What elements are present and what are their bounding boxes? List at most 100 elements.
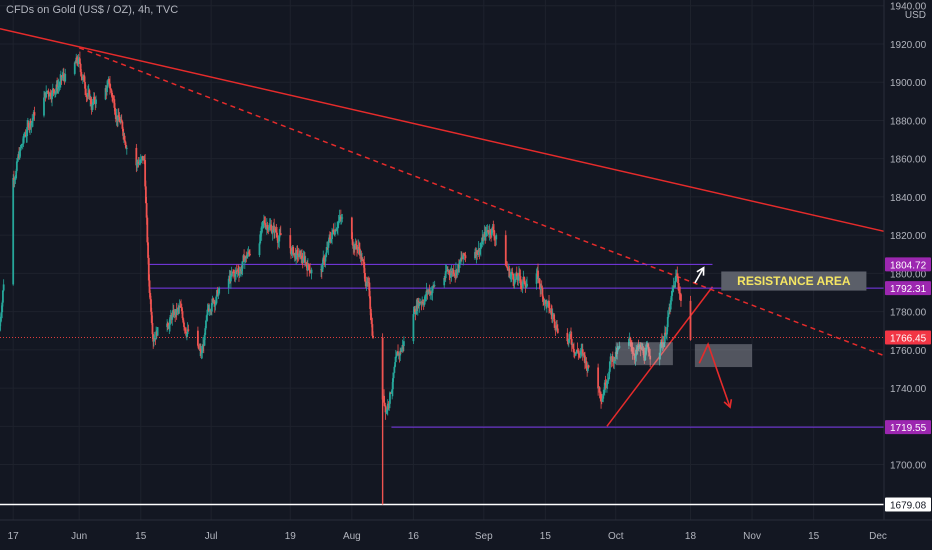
candle-body	[57, 86, 59, 89]
candle-body	[459, 259, 462, 262]
candle-body	[545, 304, 548, 307]
candle-body	[397, 351, 399, 356]
x-tick-label: 15	[808, 531, 820, 542]
candle-body	[372, 335, 374, 338]
candle-body	[53, 89, 56, 94]
candle-body	[83, 75, 86, 83]
candle-body	[480, 244, 483, 247]
candle-body	[519, 276, 522, 283]
candle-body	[542, 296, 545, 299]
candle-body	[147, 242, 149, 258]
zone-box	[694, 344, 753, 368]
candle-body	[64, 73, 67, 82]
candle-body	[210, 303, 213, 312]
candle-body	[365, 281, 368, 287]
candle-body	[215, 296, 218, 304]
x-tick-label: Jul	[205, 531, 218, 542]
candle-body	[84, 88, 87, 95]
x-tick-label: 19	[285, 531, 297, 542]
candle-body	[647, 344, 649, 347]
candle-body	[328, 237, 331, 239]
candle-body	[330, 238, 333, 242]
candle-body	[479, 246, 482, 250]
candle-body	[30, 122, 33, 126]
candle-body	[424, 295, 427, 302]
candle-body	[216, 290, 219, 296]
candle-body	[515, 273, 518, 277]
candle-body	[678, 290, 681, 294]
candle-body	[184, 328, 187, 332]
candle-body	[584, 355, 586, 364]
candle-body	[428, 289, 431, 294]
candle-body	[513, 280, 516, 285]
candle-body	[206, 309, 209, 316]
candle-body	[647, 346, 650, 353]
candle-body	[427, 291, 429, 293]
candle-body	[490, 228, 493, 236]
candle-body	[412, 314, 415, 342]
candle-body	[337, 222, 339, 229]
candle-body	[556, 325, 558, 329]
candle-body	[550, 310, 553, 313]
candle-body	[338, 217, 341, 221]
candle-body	[644, 350, 647, 356]
candle-body	[0, 322, 1, 331]
candle-body	[389, 392, 391, 404]
candle-body	[445, 270, 448, 272]
candle-body	[290, 251, 293, 255]
candle-body	[16, 159, 19, 162]
price-tag-text: 1719.55	[890, 423, 927, 434]
candle-body	[391, 389, 394, 393]
candle-body	[150, 311, 153, 323]
candle-body	[80, 72, 83, 77]
x-tick-label: Aug	[343, 531, 361, 542]
candle-body	[259, 234, 262, 244]
candle-body	[125, 145, 127, 149]
candle-body	[2, 290, 4, 303]
candle-body	[276, 237, 279, 243]
candle-body	[146, 217, 149, 243]
candle-body	[636, 349, 638, 351]
y-tick-label: 1780.00	[890, 308, 927, 319]
candle-body	[15, 170, 18, 179]
candle-body	[462, 253, 465, 260]
candle-body	[86, 96, 89, 98]
candle-body	[424, 295, 427, 296]
candle-body	[301, 255, 303, 260]
y-tick-label: 1800.00	[890, 269, 927, 280]
price-tag-1719.55	[885, 420, 931, 435]
price-tag-text: 1679.08	[890, 501, 927, 512]
candle-body	[493, 236, 496, 239]
price-tag-1679.08	[885, 497, 931, 512]
candle-body	[674, 281, 676, 288]
candle-body	[144, 186, 147, 204]
candle-body	[214, 303, 217, 306]
candle-body	[629, 337, 632, 341]
candle-body	[243, 260, 246, 262]
candle-body	[326, 247, 328, 253]
candle-body	[147, 257, 150, 281]
candle-body	[321, 263, 324, 272]
candle-body	[109, 88, 112, 90]
candle-body	[289, 235, 292, 249]
candle-body	[46, 91, 48, 93]
candle-body	[334, 229, 336, 235]
candle-body	[212, 298, 215, 303]
candle-body	[328, 237, 331, 242]
candle-body	[648, 352, 651, 356]
candle-body	[663, 332, 666, 343]
candle-body	[199, 348, 202, 354]
red-arrow-head	[723, 399, 733, 409]
candle-body	[237, 269, 240, 272]
candle-body	[205, 320, 207, 329]
candle-body	[341, 217, 344, 219]
candle-body	[270, 224, 273, 232]
candle-body	[448, 270, 451, 274]
candle-body	[308, 265, 311, 271]
candle-body	[111, 92, 114, 98]
candle-body	[166, 323, 169, 327]
candle-body	[367, 282, 370, 283]
candle-body	[551, 315, 554, 317]
candle-body	[13, 179, 16, 181]
